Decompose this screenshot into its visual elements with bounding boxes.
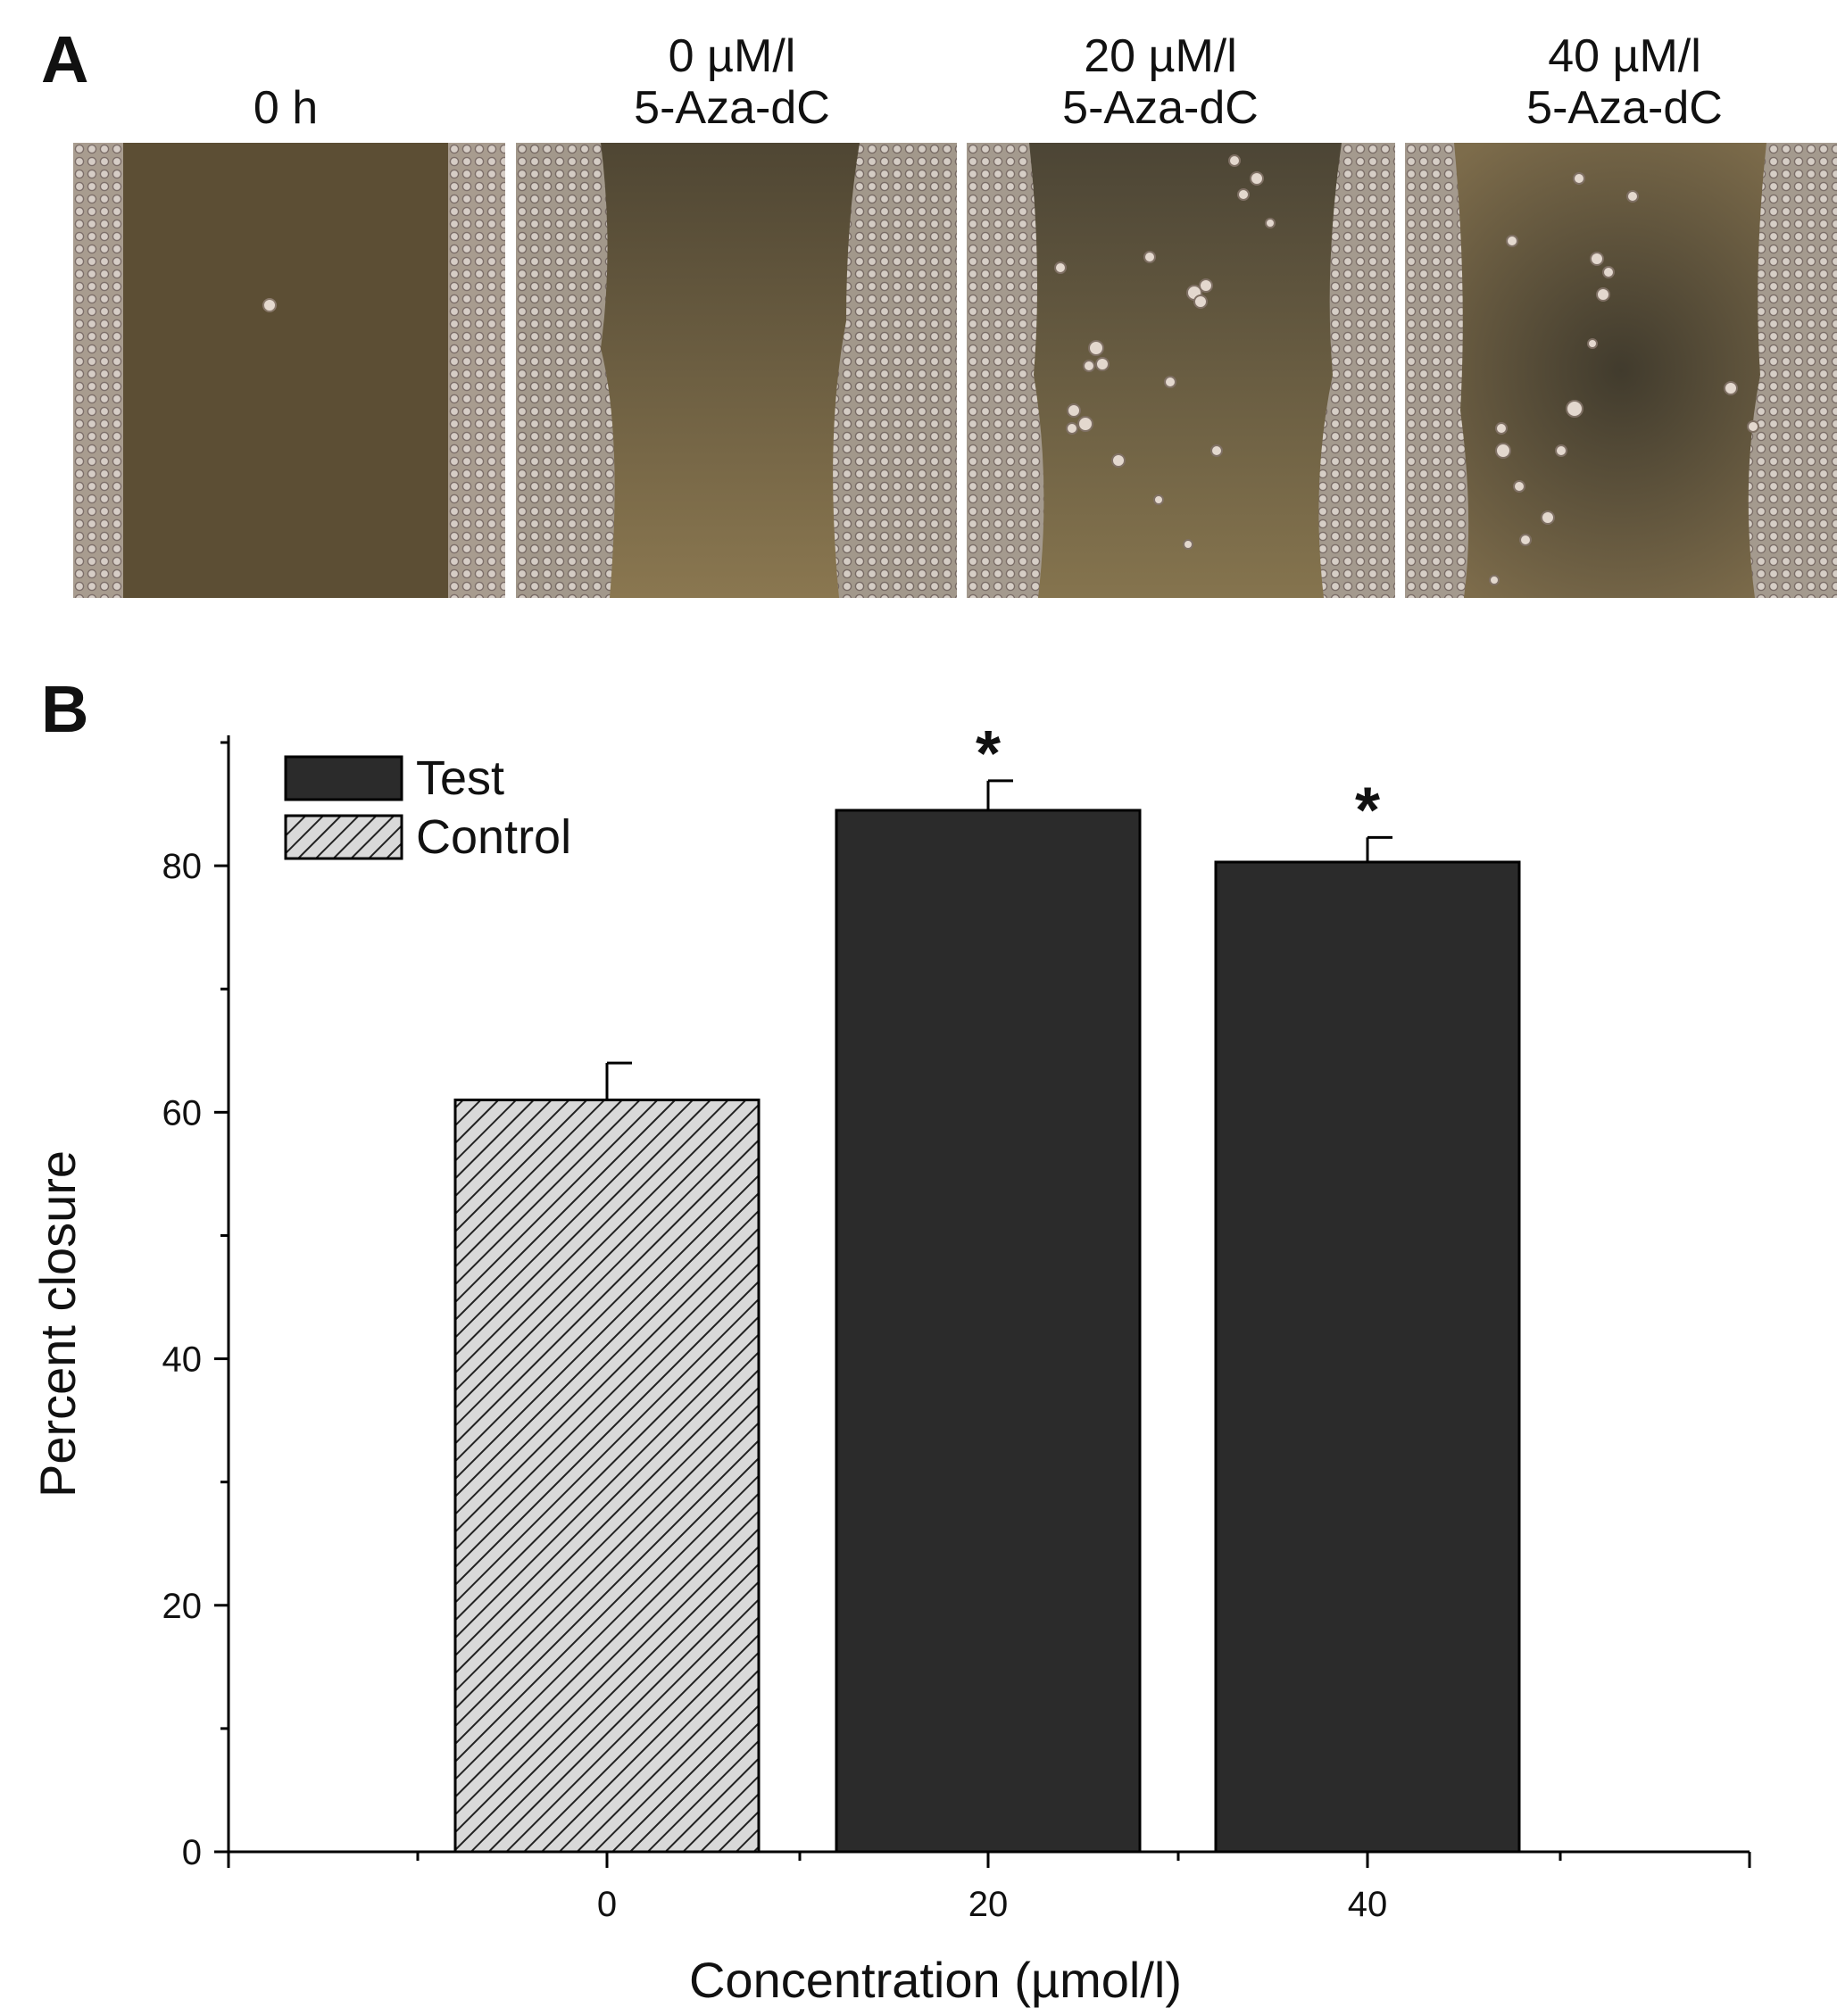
significance-marker: * xyxy=(1355,775,1380,846)
image-label-line1: 20 µM/l xyxy=(1084,30,1237,82)
image-label-line1: 0 h xyxy=(253,82,319,134)
micrograph-40uM xyxy=(1405,143,1837,598)
x-axis-label: Concentration (µmol/l) xyxy=(689,1952,1182,2008)
image-label-line2: 5-Aza-dC xyxy=(634,82,830,134)
y-tick-label: 0 xyxy=(182,1833,202,1872)
x-tick-label: 20 xyxy=(968,1885,1009,1924)
y-tick-label: 80 xyxy=(162,847,203,886)
panel-a-letter: A xyxy=(41,22,89,96)
legend-label-test: Test xyxy=(416,751,504,805)
bar-chart: 0 20 40 60 80 0 20 40 Concentration (µmol/l) Perc… xyxy=(29,718,1751,2008)
image-label-0h: 0 h xyxy=(71,82,500,134)
image-label-20uM: 20 µM/l 5-Aza-dC xyxy=(946,30,1375,134)
micrograph-20uM xyxy=(967,143,1395,598)
bar-control-0 xyxy=(453,1099,761,1854)
bar-test-20 xyxy=(835,809,1142,1854)
legend-swatch-test xyxy=(284,755,403,801)
image-label-line2: 5-Aza-dC xyxy=(1062,82,1259,134)
image-label-line2: 5-Aza-dC xyxy=(1526,82,1723,134)
image-label-line1: 40 µM/l xyxy=(1548,30,1701,82)
x-tick-label: 40 xyxy=(1348,1885,1388,1924)
x-tick-label: 0 xyxy=(597,1885,617,1924)
y-axis-label: Percent closure xyxy=(29,1150,86,1497)
legend-swatch-control xyxy=(284,814,403,860)
y-tick-label: 60 xyxy=(162,1093,203,1132)
image-label-40uM: 40 µM/l 5-Aza-dC xyxy=(1410,30,1837,134)
bar-test-40 xyxy=(1214,860,1521,1854)
image-label-0uM: 0 µM/l 5-Aza-dC xyxy=(518,30,946,134)
panel-b-letter: B xyxy=(41,672,89,746)
significance-marker: * xyxy=(976,718,1001,790)
image-label-line1: 0 µM/l xyxy=(668,30,796,82)
y-tick-label: 20 xyxy=(162,1587,203,1626)
micrograph-0h xyxy=(73,143,505,598)
y-tick-label: 40 xyxy=(162,1340,203,1380)
legend-label-control: Control xyxy=(416,810,571,864)
micrograph-0uM xyxy=(516,143,957,598)
